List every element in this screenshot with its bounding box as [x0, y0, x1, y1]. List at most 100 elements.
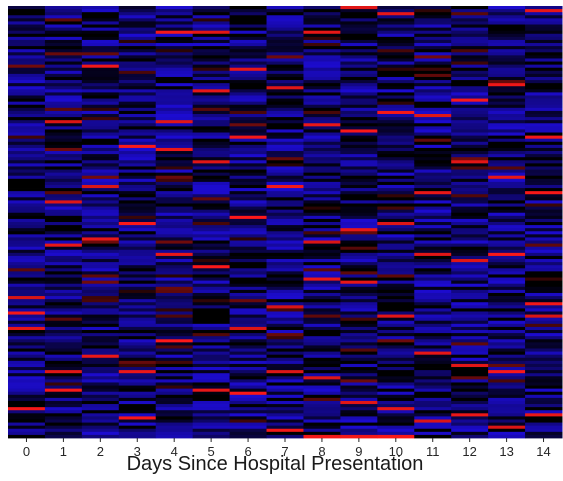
heatmap-cell	[266, 197, 304, 201]
heatmap-cell	[266, 188, 304, 192]
heatmap-cell	[340, 379, 378, 383]
heatmap-cell	[44, 234, 83, 238]
heatmap-cell	[488, 154, 526, 158]
heatmap-cell	[340, 52, 378, 56]
heatmap-cell	[44, 265, 83, 269]
heatmap-cell	[192, 135, 231, 140]
heatmap-cell	[229, 292, 268, 297]
heatmap-cell	[266, 144, 304, 149]
heatmap-cell	[525, 184, 563, 189]
heatmap-cell	[44, 345, 83, 349]
heatmap-cell-high	[229, 215, 268, 220]
heatmap-cell	[525, 323, 563, 328]
heatmap-cell	[118, 265, 157, 269]
heatmap-cell	[377, 52, 415, 56]
heatmap-cell	[266, 255, 304, 260]
heatmap-cell	[8, 231, 46, 235]
heatmap-cell	[488, 397, 526, 402]
heatmap-cell	[192, 21, 231, 25]
heatmap-cell	[266, 385, 304, 390]
heatmap-cell	[192, 123, 231, 127]
heatmap-cell	[377, 200, 415, 204]
heatmap-cell	[266, 175, 304, 180]
heatmap-cell	[8, 166, 46, 170]
heatmap-cell	[192, 326, 231, 331]
heatmap-cell	[451, 299, 489, 303]
heatmap-cell	[155, 351, 194, 356]
heatmap-cell	[414, 302, 452, 306]
heatmap-cell	[340, 203, 378, 207]
heatmap-cell	[451, 6, 489, 10]
heatmap-cell	[81, 24, 120, 28]
heatmap-cell	[155, 394, 194, 399]
heatmap-cell	[44, 175, 83, 180]
heatmap-cell	[377, 292, 415, 297]
heatmap-cell	[488, 172, 526, 177]
heatmap-cell	[118, 194, 157, 198]
heatmap-cell	[340, 286, 378, 291]
heatmap-cell	[81, 191, 120, 195]
heatmap-cell	[340, 104, 378, 109]
heatmap-cell	[229, 184, 268, 189]
heatmap-cell	[488, 400, 526, 405]
heatmap-cell	[44, 339, 83, 343]
heatmap-cell	[525, 166, 563, 170]
heatmap-cell	[8, 197, 46, 201]
heatmap-cell	[155, 101, 194, 106]
heatmap-cell	[377, 33, 415, 38]
heatmap-cell	[44, 33, 83, 38]
heatmap-cell	[229, 237, 268, 241]
heatmap-cell	[377, 86, 415, 90]
heatmap-cell	[44, 292, 83, 297]
heatmap-cell	[525, 305, 563, 309]
heatmap-cell	[155, 336, 194, 340]
heatmap-cell	[488, 52, 526, 56]
heatmap-cell	[266, 18, 304, 22]
heatmap-cell	[414, 249, 452, 254]
heatmap-cell	[266, 49, 304, 53]
heatmap-cell	[340, 191, 378, 195]
heatmap-cell	[229, 336, 268, 340]
heatmap-cell	[414, 58, 452, 62]
heatmap-cell	[377, 107, 415, 112]
heatmap-cell	[525, 360, 563, 365]
heatmap-cell	[451, 351, 489, 356]
heatmap-cell	[451, 157, 489, 161]
heatmap-cell	[192, 391, 231, 396]
heatmap-cell	[192, 191, 231, 195]
heatmap-cell	[44, 333, 83, 337]
heatmap-cell	[414, 225, 452, 229]
heatmap-cell	[340, 422, 378, 427]
heatmap-cell-high	[303, 434, 341, 439]
heatmap-cell	[192, 39, 231, 44]
heatmap-cell	[525, 280, 563, 285]
heatmap-cell	[155, 89, 194, 93]
heatmap-cell	[377, 416, 415, 420]
heatmap-cell	[488, 218, 526, 223]
heatmap-cell	[414, 86, 452, 90]
heatmap-cell	[81, 280, 120, 285]
heatmap-cell	[44, 166, 83, 170]
heatmap-cell	[8, 218, 46, 223]
heatmap-cell	[525, 292, 563, 297]
heatmap-cell	[229, 305, 268, 309]
heatmap-cell	[377, 55, 415, 59]
heatmap-cell	[451, 135, 489, 140]
heatmap-cell	[525, 311, 563, 315]
heatmap-cell	[451, 61, 489, 66]
heatmap-cell-high	[266, 305, 304, 309]
heatmap-cell	[303, 397, 341, 402]
heatmap-cell	[303, 15, 341, 19]
heatmap-cell	[488, 191, 526, 195]
heatmap-cell	[340, 215, 378, 220]
heatmap-cell	[266, 104, 304, 109]
heatmap-cell	[377, 83, 415, 87]
heatmap-cell	[118, 83, 157, 87]
heatmap-cell	[192, 197, 231, 201]
heatmap-cell	[525, 178, 563, 183]
heatmap-cell	[155, 12, 194, 16]
heatmap-cell	[229, 416, 268, 420]
heatmap-cell-high	[44, 243, 83, 248]
heatmap-cell	[192, 308, 231, 312]
heatmap-cell	[118, 252, 157, 257]
